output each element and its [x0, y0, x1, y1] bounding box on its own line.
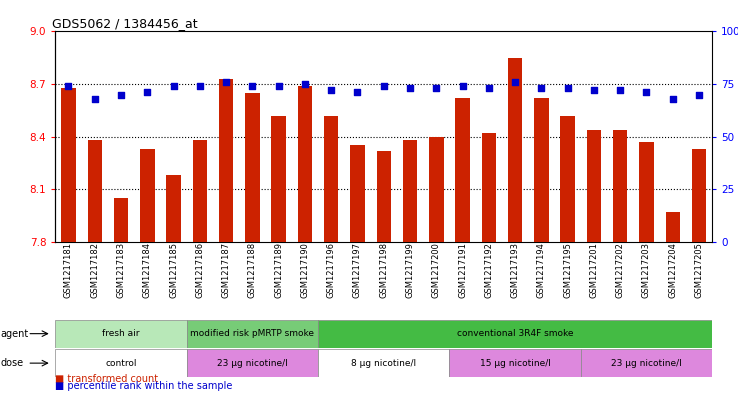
Text: fresh air: fresh air: [103, 329, 139, 338]
Bar: [187, 320, 318, 348]
Point: [562, 85, 573, 91]
Text: GSM1217203: GSM1217203: [642, 242, 651, 298]
Bar: [318, 349, 449, 377]
Point: [667, 95, 679, 102]
Text: GSM1217201: GSM1217201: [590, 242, 599, 298]
Bar: [140, 149, 154, 242]
Text: GSM1217197: GSM1217197: [353, 242, 362, 298]
Text: conventional 3R4F smoke: conventional 3R4F smoke: [457, 329, 573, 338]
Text: GSM1217187: GSM1217187: [221, 242, 230, 298]
Point: [168, 83, 179, 89]
Bar: [581, 349, 712, 377]
Point: [430, 85, 442, 91]
Text: GDS5062 / 1384456_at: GDS5062 / 1384456_at: [52, 17, 198, 30]
Point: [588, 87, 600, 94]
Point: [142, 89, 154, 95]
Point: [325, 87, 337, 94]
Bar: [193, 140, 207, 242]
Bar: [61, 88, 76, 242]
Text: GSM1217199: GSM1217199: [406, 242, 415, 298]
Bar: [114, 198, 128, 242]
Point: [378, 83, 390, 89]
Point: [220, 79, 232, 85]
Bar: [219, 79, 233, 242]
Bar: [560, 116, 575, 242]
Text: GSM1217204: GSM1217204: [669, 242, 677, 298]
Bar: [187, 349, 318, 377]
Text: 15 μg nicotine/l: 15 μg nicotine/l: [480, 359, 551, 367]
Bar: [403, 140, 417, 242]
Bar: [318, 320, 712, 348]
Text: GSM1217185: GSM1217185: [169, 242, 178, 298]
Point: [457, 83, 469, 89]
Text: GSM1217186: GSM1217186: [196, 242, 204, 298]
Text: GSM1217188: GSM1217188: [248, 242, 257, 298]
Text: GSM1217196: GSM1217196: [327, 242, 336, 298]
Text: agent: agent: [1, 329, 29, 339]
Bar: [166, 175, 181, 242]
Bar: [534, 98, 548, 242]
Text: GSM1217190: GSM1217190: [300, 242, 309, 298]
Bar: [613, 130, 627, 242]
Bar: [272, 116, 286, 242]
Point: [246, 83, 258, 89]
Point: [273, 83, 285, 89]
Text: 23 μg nicotine/l: 23 μg nicotine/l: [217, 359, 288, 367]
Bar: [587, 130, 601, 242]
Point: [536, 85, 548, 91]
Point: [641, 89, 652, 95]
Point: [404, 85, 416, 91]
Point: [63, 83, 75, 89]
Text: control: control: [106, 359, 137, 367]
Bar: [376, 151, 391, 242]
Bar: [639, 142, 654, 242]
Text: GSM1217198: GSM1217198: [379, 242, 388, 298]
Text: GSM1217194: GSM1217194: [537, 242, 546, 298]
Point: [693, 91, 705, 97]
Text: GSM1217200: GSM1217200: [432, 242, 441, 298]
Text: modified risk pMRTP smoke: modified risk pMRTP smoke: [190, 329, 314, 338]
Point: [89, 95, 100, 102]
Text: GSM1217202: GSM1217202: [615, 242, 624, 298]
Text: GSM1217195: GSM1217195: [563, 242, 572, 298]
Bar: [508, 58, 523, 242]
Point: [299, 81, 311, 87]
Bar: [449, 349, 581, 377]
Text: GSM1217193: GSM1217193: [511, 242, 520, 298]
Text: GSM1217205: GSM1217205: [694, 242, 703, 298]
Text: GSM1217183: GSM1217183: [117, 242, 125, 298]
Bar: [429, 136, 444, 242]
Bar: [88, 140, 102, 242]
Point: [509, 79, 521, 85]
Point: [115, 91, 127, 97]
Bar: [55, 349, 187, 377]
Text: GSM1217189: GSM1217189: [275, 242, 283, 298]
Bar: [666, 212, 680, 242]
Point: [351, 89, 363, 95]
Text: GSM1217182: GSM1217182: [90, 242, 99, 298]
Bar: [351, 145, 365, 242]
Point: [194, 83, 206, 89]
Text: GSM1217184: GSM1217184: [143, 242, 152, 298]
Bar: [55, 320, 187, 348]
Text: GSM1217191: GSM1217191: [458, 242, 467, 298]
Bar: [297, 86, 312, 242]
Text: 23 μg nicotine/l: 23 μg nicotine/l: [611, 359, 682, 367]
Bar: [455, 98, 470, 242]
Text: 8 μg nicotine/l: 8 μg nicotine/l: [351, 359, 416, 367]
Text: dose: dose: [1, 358, 24, 368]
Bar: [482, 133, 496, 242]
Text: GSM1217181: GSM1217181: [64, 242, 73, 298]
Text: ■ transformed count: ■ transformed count: [55, 375, 159, 384]
Text: ■ percentile rank within the sample: ■ percentile rank within the sample: [55, 381, 232, 391]
Bar: [692, 149, 706, 242]
Bar: [324, 116, 339, 242]
Bar: [245, 93, 260, 242]
Point: [483, 85, 494, 91]
Text: GSM1217192: GSM1217192: [484, 242, 493, 298]
Point: [614, 87, 626, 94]
